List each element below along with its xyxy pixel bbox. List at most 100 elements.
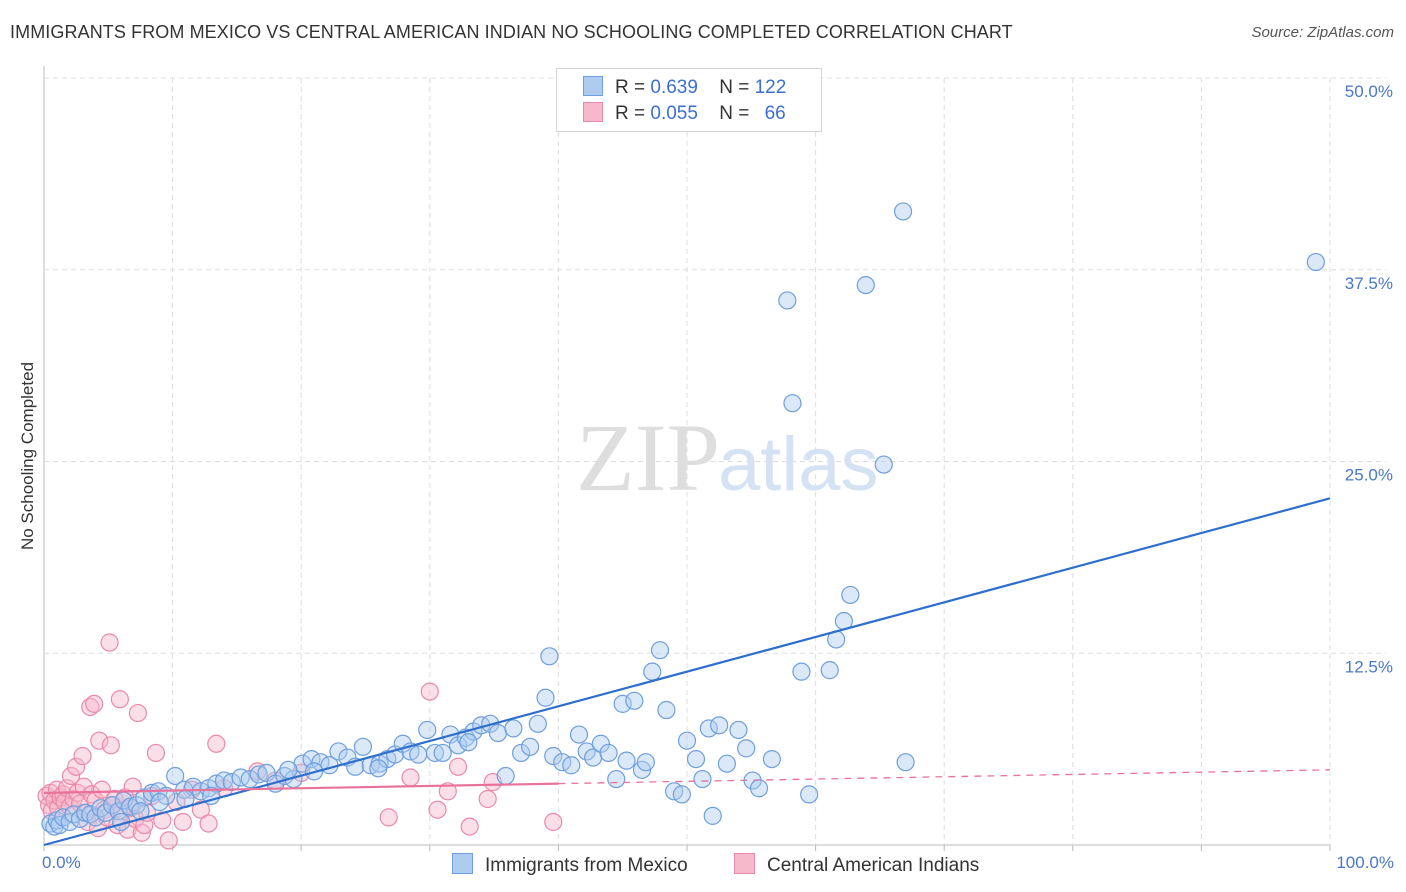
legend-swatch-pink (583, 102, 603, 122)
trend-line-central-american-dashed (558, 769, 1331, 785)
point-immigrants-from-mexico (504, 719, 523, 738)
point-immigrants-from-mexico (643, 662, 662, 681)
point-immigrants-from-mexico (710, 716, 729, 735)
point-central-american-indians (67, 757, 86, 776)
point-central-american-indians (478, 789, 497, 809)
point-immigrants-from-mexico (150, 792, 169, 812)
legend-r-label: R = (615, 77, 646, 98)
point-immigrants-from-mexico (562, 756, 581, 775)
point-immigrants-from-mexico (778, 291, 797, 310)
legend-row-central-american: R = 0.055 N = 66 (583, 102, 786, 126)
y-tick-label: 25.0% (1345, 466, 1393, 485)
point-immigrants-from-mexico (369, 759, 388, 778)
point-immigrants-from-mexico (699, 719, 718, 738)
point-central-american-indians (128, 703, 147, 723)
point-central-american-indians (100, 633, 119, 652)
y-tick-label: 12.5% (1345, 657, 1393, 676)
point-central-american-indians (90, 731, 109, 750)
point-immigrants-from-mexico (693, 769, 712, 789)
chart-title: IMMIGRANTS FROM MEXICO VS CENTRAL AMERIC… (10, 22, 1013, 42)
legend-r-value: 0.055 (650, 103, 698, 124)
point-central-american-indians (101, 736, 120, 755)
point-immigrants-from-mexico (686, 749, 706, 769)
grid (43, 66, 1386, 851)
y-tick-label: 37.5% (1345, 274, 1393, 293)
series-legend-mexico: Immigrants from Mexico (452, 853, 688, 877)
legend-n-label: N = (719, 77, 750, 98)
point-immigrants-from-mexico (841, 585, 860, 605)
legend-swatch-pink (734, 853, 755, 874)
point-immigrants-from-mexico (433, 743, 452, 763)
legend-r-label: R = (615, 103, 646, 124)
point-immigrants-from-mexico (409, 745, 428, 764)
point-immigrants-from-mexico (231, 768, 250, 787)
point-immigrants-from-mexico (677, 731, 697, 750)
point-central-american-indians (85, 694, 104, 713)
point-immigrants-from-mexico (329, 742, 348, 761)
points-immigrants-from-mexico (41, 202, 1325, 836)
point-immigrants-from-mexico (569, 725, 589, 744)
point-central-american-indians (544, 812, 563, 832)
point-immigrants-from-mexico (607, 769, 626, 789)
point-immigrants-from-mexico (512, 743, 531, 763)
point-immigrants-from-mexico (613, 694, 632, 713)
legend-n-value: 122 (754, 77, 787, 98)
points-central-american-indians (37, 633, 563, 850)
point-central-american-indians (191, 800, 210, 819)
point-central-american-indians (153, 811, 172, 830)
point-immigrants-from-mexico (893, 202, 913, 221)
trend-line-central-american-solid (43, 782, 559, 794)
point-immigrants-from-mexico (599, 743, 618, 763)
y-tick-label: 50.0% (1345, 82, 1393, 101)
point-immigrants-from-mexico (783, 394, 802, 413)
point-central-american-indians (173, 812, 192, 832)
point-central-american-indians (146, 743, 165, 763)
point-immigrants-from-mexico (657, 700, 676, 720)
point-central-american-indians (207, 734, 226, 753)
legend-swatch-blue (583, 76, 603, 96)
chart-source: Source: ZipAtlas.com (1251, 24, 1394, 41)
point-immigrants-from-mexico (749, 779, 769, 798)
point-immigrants-from-mexico (121, 797, 140, 816)
point-immigrants-from-mexico (792, 662, 811, 681)
point-immigrants-from-mexico (109, 802, 128, 821)
point-central-american-indians (460, 817, 479, 836)
trend-lines (43, 497, 1331, 847)
point-immigrants-from-mexico (166, 766, 185, 786)
series-name: Immigrants from Mexico (485, 855, 688, 876)
watermark-zip: ZIP (576, 404, 720, 511)
watermark-atlas: atlas (718, 422, 879, 507)
point-immigrants-from-mexico (625, 691, 644, 710)
point-immigrants-from-mexico (737, 739, 756, 758)
point-immigrants-from-mexico (874, 455, 893, 474)
point-immigrants-from-mexico (536, 688, 555, 707)
legend-row-mexico: R = 0.639 N = 122 (583, 76, 786, 100)
point-immigrants-from-mexico (650, 641, 670, 660)
series-name: Central American Indians (767, 855, 980, 876)
legend-swatch-blue (452, 853, 473, 874)
stats-legend: R = 0.639 N = 122 R = 0.055 N = 66 (556, 68, 822, 132)
point-central-american-indians (379, 808, 398, 827)
point-central-american-indians (428, 800, 447, 819)
point-central-american-indians (448, 757, 468, 776)
point-immigrants-from-mexico (591, 734, 610, 753)
point-central-american-indians (159, 831, 178, 850)
point-central-american-indians (199, 814, 218, 833)
legend-n-value: 66 (764, 103, 786, 124)
point-immigrants-from-mexico (353, 737, 373, 756)
point-immigrants-from-mexico (240, 769, 259, 789)
point-immigrants-from-mexico (856, 275, 875, 295)
point-immigrants-from-mexico (81, 805, 100, 824)
point-immigrants-from-mexico (703, 806, 722, 825)
point-immigrants-from-mexico (1306, 252, 1325, 272)
point-immigrants-from-mexico (729, 720, 748, 740)
point-immigrants-from-mexico (540, 647, 559, 666)
legend-r-value: 0.639 (650, 77, 698, 98)
point-central-american-indians (92, 780, 111, 799)
point-immigrants-from-mexico (459, 733, 478, 752)
point-immigrants-from-mexico (425, 743, 445, 763)
point-immigrants-from-mexico (521, 737, 540, 756)
y-tick-labels: 12.5% 25.0% 37.5% 50.0% (1345, 82, 1393, 676)
point-central-american-indians (73, 746, 92, 766)
point-immigrants-from-mexico (717, 754, 736, 773)
